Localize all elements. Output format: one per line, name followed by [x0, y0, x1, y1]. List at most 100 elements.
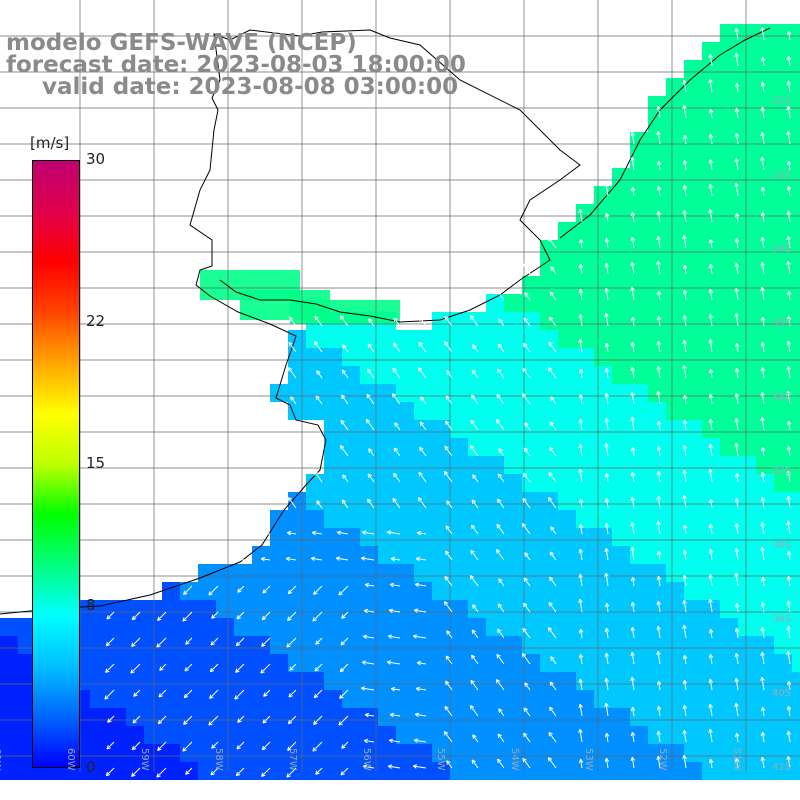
wind-speed-cell: [288, 564, 306, 582]
wind-speed-cell: [756, 636, 774, 654]
wind-speed-cell: [666, 546, 684, 564]
wind-speed-cell: [558, 708, 576, 726]
wind-speed-cell: [576, 744, 594, 762]
wind-arrow: [523, 707, 531, 717]
wind-speed-cell: [270, 510, 288, 528]
wind-arrow: [760, 236, 766, 249]
wind-speed-cell: [792, 762, 800, 780]
wind-speed-cell: [666, 528, 684, 546]
wind-speed-cell: [702, 474, 720, 492]
wind-speed-cell: [558, 618, 576, 636]
wind-speed-cell: [576, 330, 594, 348]
colorbar-tick-label: 8: [86, 595, 96, 614]
wind-arrow: [445, 550, 453, 561]
wind-speed-cell: [396, 654, 414, 672]
wind-arrow: [682, 419, 688, 431]
wind-speed-cell: [342, 456, 360, 474]
wind-speed-cell: [288, 726, 306, 744]
wind-speed-cell: [216, 564, 234, 582]
wind-speed-cell: [18, 708, 36, 726]
wind-speed-cell: [468, 546, 486, 564]
wind-speed-cell: [396, 564, 414, 582]
wind-speed-cell: [288, 510, 306, 528]
wind-speed-cell: [558, 474, 576, 492]
wind-speed-cell: [0, 636, 18, 654]
wind-speed-cell: [612, 294, 630, 312]
wind-speed-cell: [666, 366, 684, 384]
wind-speed-cell: [540, 258, 558, 276]
wind-arrow: [734, 442, 739, 457]
wind-speed-cell: [630, 402, 648, 420]
wind-speed-cell: [378, 582, 396, 600]
wind-arrow: [708, 393, 714, 405]
wind-arrow: [708, 133, 714, 145]
wind-speed-cell: [720, 276, 738, 294]
wind-speed-cell: [738, 96, 756, 114]
wind-speed-cell: [612, 546, 630, 564]
wind-arrow: [446, 500, 453, 509]
wind-speed-cell: [558, 726, 576, 744]
wind-speed-cell: [180, 600, 198, 618]
wind-arrows: [104, 26, 792, 778]
wind-arrow: [316, 370, 323, 379]
wind-speed-cell: [198, 708, 216, 726]
wind-speed-cell: [684, 276, 702, 294]
wind-arrow: [547, 627, 557, 639]
wind-speed-cell: [486, 420, 504, 438]
wind-arrow: [760, 131, 765, 145]
wind-arrow: [734, 82, 740, 93]
wind-speed-cell: [702, 600, 720, 618]
wind-speed-cell: [342, 348, 360, 366]
wind-speed-cell: [522, 546, 540, 564]
wind-speed-cell: [288, 636, 306, 654]
wind-speed-cell: [252, 600, 270, 618]
wind-speed-cell: [504, 420, 522, 438]
wind-arrow: [313, 715, 323, 725]
wind-arrow: [472, 604, 479, 613]
wind-speed-cell: [432, 456, 450, 474]
wind-speed-cell: [540, 402, 558, 420]
wind-speed-cell: [540, 438, 558, 456]
wind-speed-cell: [468, 672, 486, 690]
wind-speed-cell: [504, 708, 522, 726]
wind-arrow: [786, 260, 791, 275]
wind-speed-cell: [594, 402, 612, 420]
wind-speed-cell: [702, 582, 720, 600]
wind-speed-cell: [342, 636, 360, 654]
wind-speed-cell: [774, 402, 792, 420]
wind-arrow: [287, 715, 297, 725]
wind-speed-cell: [378, 564, 396, 582]
longitude-label: 53W: [583, 748, 594, 771]
wind-speed-cell: [594, 186, 612, 204]
wind-speed-cell: [378, 510, 396, 528]
wind-arrow: [548, 471, 557, 483]
wind-speed-cell: [684, 240, 702, 258]
wind-arrow: [656, 495, 661, 509]
wind-arrow: [578, 208, 583, 223]
wind-speed-cell: [414, 636, 432, 654]
wind-speed-cell: [414, 654, 432, 672]
wind-speed-cell: [594, 672, 612, 690]
wind-arrow: [366, 393, 375, 405]
wind-speed-cell: [738, 204, 756, 222]
wind-speed-cell: [774, 312, 792, 330]
wind-speed-cell: [792, 438, 800, 456]
wind-speed-cell: [234, 600, 252, 618]
wind-speed-cell: [666, 294, 684, 312]
wind-arrow: [210, 767, 219, 776]
wind-speed-cell: [594, 312, 612, 330]
wind-arrow: [495, 549, 505, 561]
wind-speed-cell: [432, 474, 450, 492]
wind-speed-cell: [414, 528, 432, 546]
wind-arrow: [106, 611, 115, 620]
wind-speed-cell: [288, 348, 306, 366]
wind-speed-cell: [612, 258, 630, 276]
longitude-label: 52W: [657, 748, 668, 771]
wind-arrow: [786, 340, 792, 353]
wind-speed-cell: [684, 600, 702, 618]
wind-speed-cell: [108, 654, 126, 672]
wind-speed-cell: [234, 726, 252, 744]
wind-arrow: [630, 756, 636, 769]
wind-speed-cell: [612, 384, 630, 402]
wind-speed-cell: [306, 546, 324, 564]
